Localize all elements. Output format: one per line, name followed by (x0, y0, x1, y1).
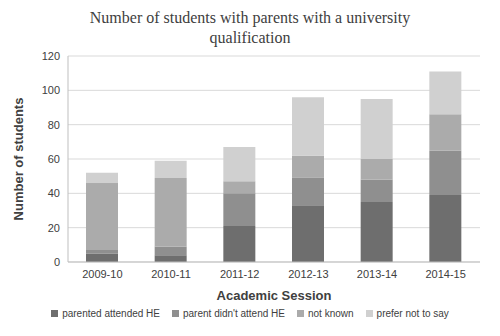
html-text:parented attended HE: parented attended HE (62, 308, 160, 319)
svg-text:0: 0 (54, 256, 60, 268)
svg-text:80: 80 (48, 119, 60, 131)
svg-text:100: 100 (42, 84, 60, 96)
svg-text:2010-11: 2010-11 (151, 268, 191, 280)
html-text:prefer not to say: prefer not to say (376, 308, 449, 319)
svg-text:Number of students: Number of students (11, 98, 26, 221)
svg-text:20: 20 (48, 222, 60, 234)
svg-text:2012-13: 2012-13 (288, 268, 328, 280)
svg-text:2013-14: 2013-14 (357, 268, 397, 280)
svg-text:2014-15: 2014-15 (425, 268, 465, 280)
svg-text:2009-10: 2009-10 (82, 268, 122, 280)
html-text:not known: not known (308, 308, 354, 319)
svg-text:2011-12: 2011-12 (220, 268, 260, 280)
svg-text:Academic Session: Academic Session (217, 288, 332, 303)
svg-text:120: 120 (42, 50, 60, 62)
svg-text:40: 40 (48, 187, 60, 199)
svg-text:60: 60 (48, 153, 60, 165)
html-text:parent didn't attend HE: parent didn't attend HE (183, 308, 285, 319)
html-text:Number of students with parent: Number of students with parents with a u… (89, 9, 411, 46)
